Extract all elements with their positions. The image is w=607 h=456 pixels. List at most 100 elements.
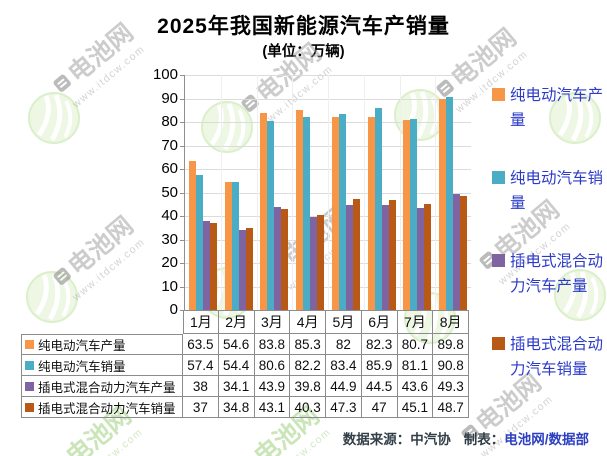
- bar-series2-month2: [231, 182, 239, 310]
- category-separator: [399, 75, 401, 310]
- bar-cluster-3: [257, 75, 293, 310]
- bar-series2-month5: [338, 114, 346, 310]
- category-separator: [363, 75, 365, 310]
- legend-label: 纯电动汽车销量: [510, 170, 604, 212]
- bar-series1-month6: [367, 116, 375, 310]
- bar-series2-month8: [446, 96, 454, 310]
- table-cell: 49.3: [433, 376, 469, 397]
- table-month-header: 2月: [218, 310, 255, 334]
- bar-cluster-1: [185, 75, 221, 310]
- page-subtitle: (单位：万辆): [262, 44, 345, 60]
- legend-item-2: 纯电动汽车销量: [492, 166, 606, 216]
- source-value: 中汽协: [410, 432, 451, 447]
- legend-label: 插电式混合动力汽车销量: [510, 336, 604, 378]
- bar-series1-month3: [260, 113, 268, 310]
- table-cell: 44.5: [361, 376, 398, 397]
- y-axis-label: 70: [161, 136, 178, 154]
- y-axis-tick: [180, 122, 184, 123]
- table-cell: 80.7: [397, 334, 434, 355]
- watermark-url: www.itdcw.com: [244, 415, 347, 456]
- legend-label: 插电式混合动力汽车产量: [510, 253, 604, 295]
- table-cell: 81.1: [397, 355, 434, 376]
- y-axis-tick: [180, 286, 184, 288]
- table-cell: 63.5: [183, 334, 219, 355]
- bar-series3-month3: [274, 206, 282, 310]
- table-month-header: 7月: [397, 310, 434, 334]
- table-month-header: 4月: [290, 310, 326, 334]
- table-cell: 90.8: [433, 355, 469, 376]
- bar-series4-month5: [352, 198, 360, 310]
- table-cell: 34.1: [218, 376, 255, 397]
- table-cell: 47.3: [326, 397, 362, 418]
- table-cell: 85.3: [290, 334, 326, 355]
- table-cell: 39.8: [290, 376, 326, 397]
- y-axis-label: 0: [169, 301, 178, 318]
- bar-series4-month7: [424, 204, 432, 310]
- table-cell: 57.4: [183, 355, 219, 376]
- bar-series4-month3: [281, 208, 289, 310]
- row-marker-icon: [25, 381, 34, 391]
- legend-marker-icon: [492, 88, 505, 101]
- table-cell: 83.8: [254, 334, 291, 355]
- maker-label: 制表：: [463, 432, 505, 447]
- category-separator: [292, 75, 294, 310]
- row-marker-icon: [25, 360, 34, 370]
- table-cell: 48.7: [433, 397, 469, 418]
- y-axis-label: 10: [161, 277, 178, 295]
- y-axis-tick: [180, 145, 184, 147]
- table-cell: 43.9: [254, 376, 291, 397]
- table-cell: 83.4: [326, 355, 362, 376]
- bar-series2-month4: [303, 116, 311, 310]
- legend-item-3: 插电式混合动力汽车产量: [492, 249, 606, 299]
- table-month-header: 6月: [361, 310, 398, 334]
- table-cell: 82: [326, 334, 362, 355]
- y-axis-label: 90: [161, 89, 178, 107]
- bar-series1-month2: [224, 181, 232, 310]
- bar-cluster-2: [221, 75, 257, 310]
- bar-series3-month1: [202, 220, 210, 310]
- bar-series3-month6: [381, 205, 389, 310]
- bar-series4-month4: [317, 215, 325, 310]
- table-month-header: 3月: [254, 310, 291, 334]
- footer: 数据来源：中汽协 制表：电池网/数据部: [343, 428, 589, 448]
- bar-cluster-6: [364, 75, 400, 310]
- y-axis-label: 20: [161, 254, 178, 271]
- category-separator: [220, 75, 222, 310]
- source-label: 数据来源：: [342, 432, 411, 447]
- y-axis-label: 50: [161, 183, 178, 201]
- table-cell: 43.6: [397, 376, 434, 397]
- bar-series4-month1: [209, 223, 217, 310]
- table-cell: 89.8: [433, 334, 469, 355]
- bar-series3-month2: [238, 229, 246, 310]
- table-cell: 44.9: [326, 376, 362, 397]
- bar-series3-month5: [345, 204, 353, 310]
- table-cell: 37: [183, 397, 219, 418]
- table-cell: 45.1: [397, 397, 434, 418]
- y-axis-tick: [180, 75, 184, 76]
- y-axis: 0 10 20 30 40 50 60 70 80 90 100: [128, 66, 178, 318]
- bar-series2-month6: [374, 108, 382, 310]
- table-cell: 54.6: [218, 334, 255, 355]
- y-axis-tick: [180, 239, 184, 241]
- table-row-label-text: 插电式混合动力汽车产量: [38, 380, 176, 395]
- table-cell: 82.2: [290, 355, 326, 376]
- bar-cluster-7: [400, 75, 436, 310]
- y-axis-tick: [180, 98, 184, 100]
- table-row-label: 插电式混合动力汽车销量: [21, 397, 183, 418]
- bar-series2-month7: [410, 119, 418, 310]
- row-marker-icon: [25, 340, 34, 349]
- bar-series4-month8: [460, 195, 468, 310]
- watermark-battery-icon: [52, 73, 73, 93]
- table-month-header: 1月: [183, 310, 219, 334]
- table-month-header: 8月: [433, 310, 469, 334]
- table-cell: 43.1: [254, 397, 291, 418]
- table-cell: 38: [183, 376, 219, 397]
- bar-series3-month4: [310, 216, 318, 310]
- table-cell: 85.9: [361, 355, 398, 376]
- bar-chart-plot: [180, 75, 471, 311]
- y-axis-label: 40: [161, 207, 178, 224]
- legend-marker-icon: [492, 337, 505, 350]
- legend-item-1: 纯电动汽车产量: [492, 83, 606, 133]
- maker-value: 电池网/数据部: [504, 432, 589, 447]
